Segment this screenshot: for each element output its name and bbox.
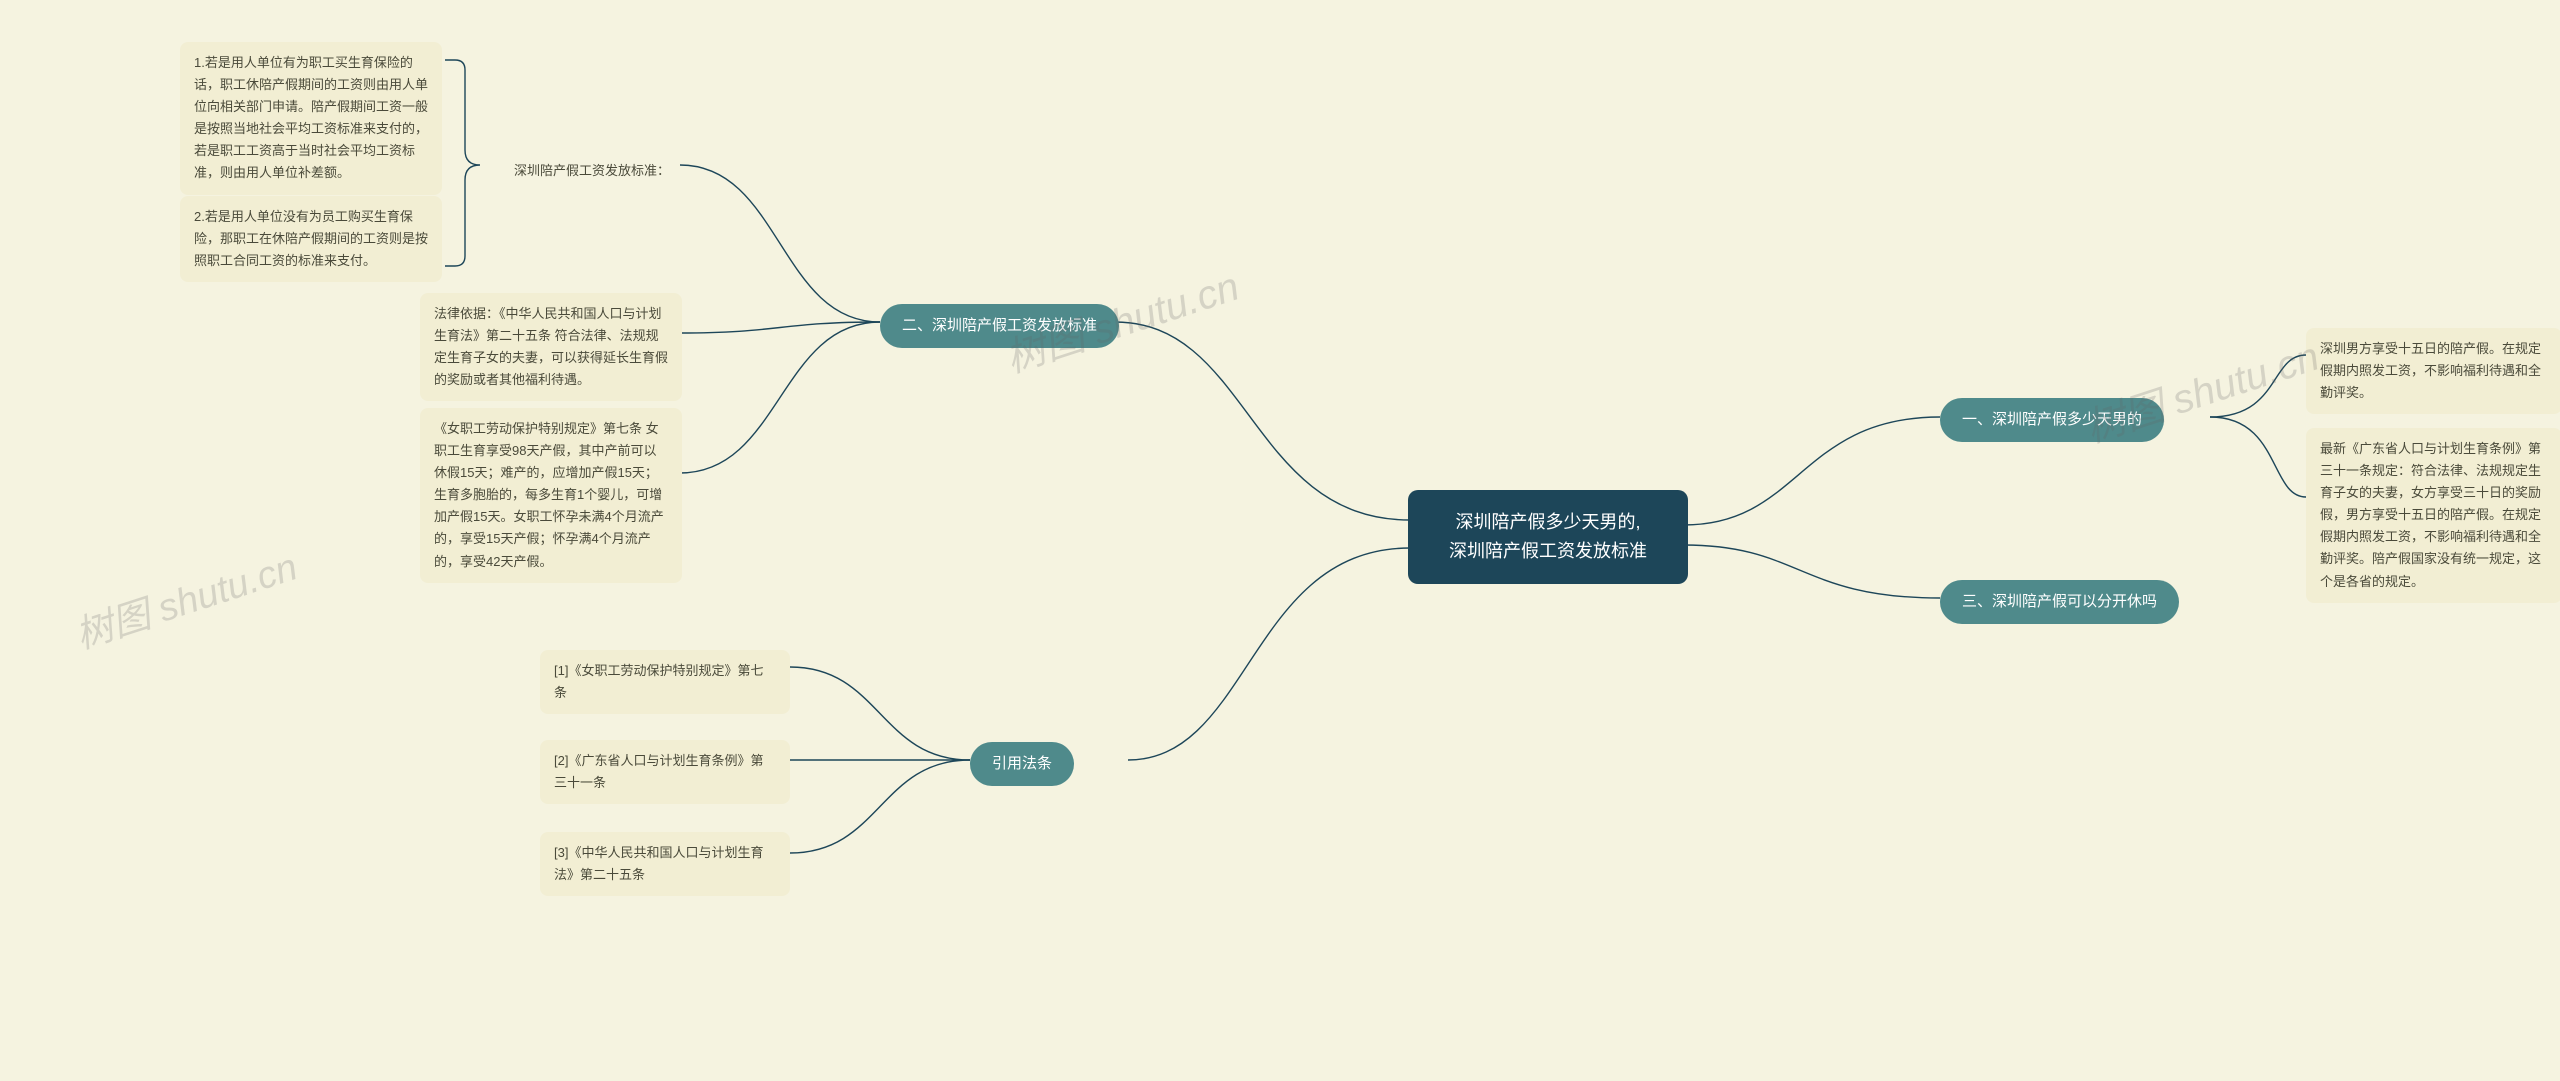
branch-1-label: 一、深圳陪产假多少天男的 bbox=[1962, 411, 2142, 428]
branch-4: 引用法条 bbox=[970, 742, 1074, 786]
leaf-law1: 法律依据：《中华人民共和国人口与计划生育法》第二十五条 符合法律、法规规定生育子… bbox=[420, 293, 682, 401]
sub1-label: 深圳陪产假工资发放标准： bbox=[500, 150, 685, 192]
branch-2-label: 二、深圳陪产假工资发放标准 bbox=[902, 317, 1097, 334]
leaf-b4-1: [1]《女职工劳动保护特别规定》第七条 bbox=[540, 650, 790, 714]
leaf-sub1-2: 2.若是用人单位没有为员工购买生育保险，那职工在休陪产假期间的工资则是按照职工合… bbox=[180, 196, 442, 282]
leaf-sub1-1: 1.若是用人单位有为职工买生育保险的话，职工休陪产假期间的工资则由用人单位向相关… bbox=[180, 42, 442, 195]
leaf-law2: 《女职工劳动保护特别规定》第七条 女职工生育享受98天产假，其中产前可以休假15… bbox=[420, 408, 682, 583]
root-line1: 深圳陪产假多少天男的, bbox=[1434, 508, 1662, 537]
leaf-b1-1: 深圳男方享受十五日的陪产假。在规定假期内照发工资，不影响福利待遇和全勤评奖。 bbox=[2306, 328, 2560, 414]
branch-3: 三、深圳陪产假可以分开休吗 bbox=[1940, 580, 2179, 624]
branch-3-label: 三、深圳陪产假可以分开休吗 bbox=[1962, 593, 2157, 610]
leaf-b4-2: [2]《广东省人口与计划生育条例》第三十一条 bbox=[540, 740, 790, 804]
branch-2: 二、深圳陪产假工资发放标准 bbox=[880, 304, 1119, 348]
leaf-b1-2: 最新《广东省人口与计划生育条例》第三十一条规定：符合法律、法规规定生育子女的夫妻… bbox=[2306, 428, 2560, 603]
watermark-3: 树图 shutu.cn bbox=[67, 536, 303, 659]
branch-1: 一、深圳陪产假多少天男的 bbox=[1940, 398, 2164, 442]
root-line2: 深圳陪产假工资发放标准 bbox=[1434, 537, 1662, 566]
branch-4-label: 引用法条 bbox=[992, 755, 1052, 772]
leaf-b4-3: [3]《中华人民共和国人口与计划生育法》第二十五条 bbox=[540, 832, 790, 896]
root-node: 深圳陪产假多少天男的, 深圳陪产假工资发放标准 bbox=[1408, 490, 1688, 584]
